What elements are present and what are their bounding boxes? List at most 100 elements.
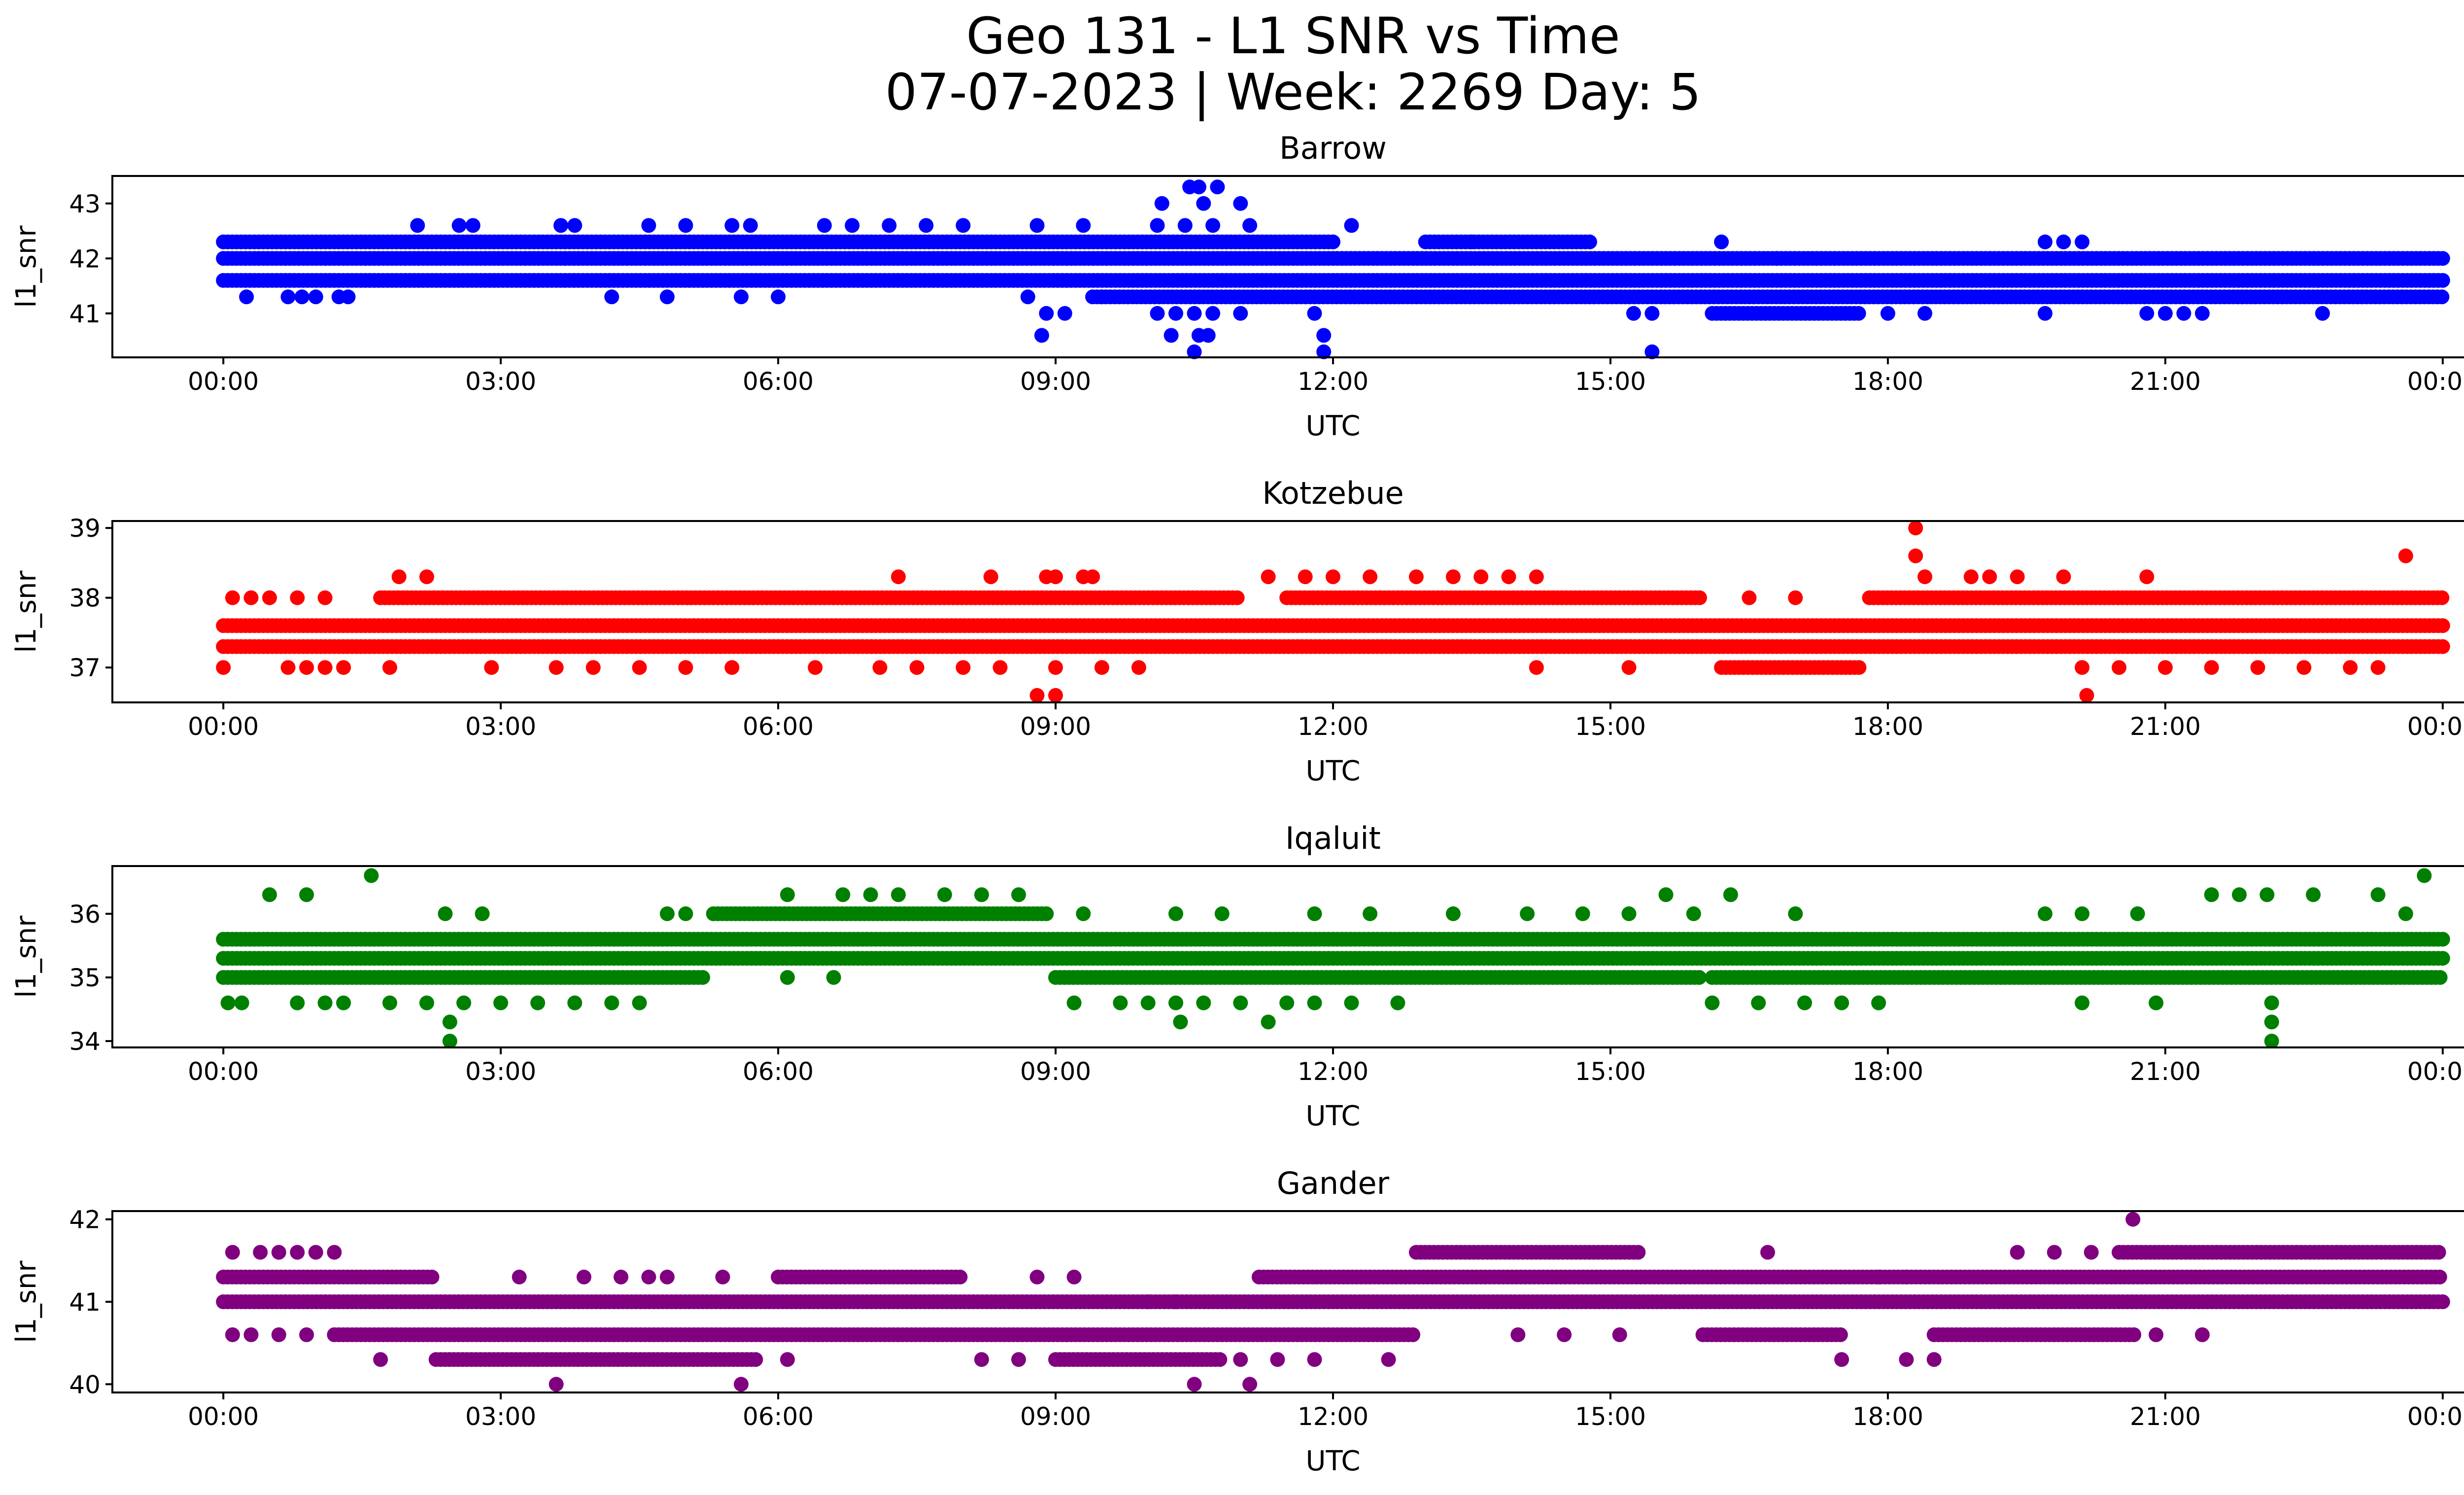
subplot-title: Iqaluit [1285, 820, 1381, 856]
y-tick-label: 35 [69, 964, 101, 992]
data-point [1631, 1245, 1646, 1260]
data-point [2398, 906, 2413, 921]
x-tick-label: 00:00 [188, 1057, 259, 1086]
x-tick-label: 12:00 [1298, 712, 1369, 741]
data-point [567, 218, 582, 233]
data-point [1076, 906, 1091, 921]
data-point [317, 590, 333, 605]
data-point [992, 660, 1008, 675]
data-point [1113, 995, 1128, 1010]
data-point [2037, 906, 2053, 921]
data-point [262, 590, 277, 605]
data-point [1076, 218, 1091, 233]
x-tick-label: 03:00 [465, 712, 536, 741]
data-point [1644, 344, 1660, 359]
data-point [1751, 995, 1766, 1010]
y-tick-label: 34 [69, 1027, 101, 1056]
data-point [2232, 887, 2247, 903]
data-point [1363, 569, 1378, 585]
data-point [2149, 995, 2164, 1010]
data-point [336, 995, 351, 1010]
data-point [2194, 306, 2210, 321]
x-tick-label: 18:00 [1852, 367, 1923, 396]
data-point [451, 218, 467, 233]
data-point [891, 887, 906, 903]
data-point [1279, 995, 1295, 1010]
data-point [442, 1014, 457, 1030]
data-point [1316, 328, 1332, 343]
data-point [1191, 179, 1206, 195]
data-point [2264, 995, 2279, 1010]
data-point [220, 995, 236, 1010]
x-tick-label: 00:00 [188, 712, 259, 741]
figure-title-line-1: Geo 131 - L1 SNR vs Time [966, 7, 1620, 66]
data-point [382, 660, 397, 675]
data-point [1261, 569, 1276, 585]
data-point [1834, 995, 1849, 1010]
data-point [2435, 618, 2450, 633]
data-point [891, 569, 906, 585]
x-tick-label: 06:00 [743, 1057, 814, 1086]
data-point [2264, 1014, 2279, 1030]
data-point [724, 660, 740, 675]
data-point [1039, 906, 1054, 921]
x-tick-label: 15:00 [1575, 367, 1646, 396]
data-point [336, 660, 351, 675]
data-point [1173, 1014, 1188, 1030]
data-point [1692, 970, 1707, 985]
plot-frame [111, 175, 2464, 358]
data-point [382, 995, 397, 1010]
data-point [1307, 906, 1322, 921]
x-tick-label: 09:00 [1020, 712, 1091, 741]
data-point [1168, 995, 1183, 1010]
data-point [1196, 995, 1211, 1010]
data-point [2306, 887, 2321, 903]
data-point [299, 887, 314, 903]
subplot-kotzebue: Kotzebue 00:00 03:00 06:00 09:00 12:00 15:00 1… [10, 475, 2464, 787]
data-point [308, 289, 323, 305]
data-point [817, 218, 832, 233]
data-point [1908, 548, 1923, 563]
data-point [2435, 639, 2450, 654]
data-point [456, 995, 472, 1010]
data-point [216, 660, 231, 675]
data-point [475, 906, 490, 921]
data-point [956, 218, 971, 233]
data-point [771, 289, 786, 305]
data-point [678, 218, 693, 233]
x-axis-label: UTC [1305, 1100, 1360, 1132]
data-point [1575, 906, 1590, 921]
x-tick-label: 00:00 [2407, 712, 2464, 741]
data-point [919, 218, 934, 233]
data-point [641, 218, 656, 233]
data-point [1210, 179, 1225, 195]
y-tick-label: 43 [69, 190, 101, 218]
data-point [2056, 234, 2071, 249]
data-point [2075, 995, 2089, 1010]
data-point [1029, 218, 1045, 233]
data-point [2157, 660, 2173, 675]
data-point [341, 289, 356, 305]
data-point [1908, 521, 1923, 536]
data-point [2434, 590, 2450, 605]
data-point [262, 887, 277, 903]
data-point [734, 289, 749, 305]
x-tick-label: 21:00 [2130, 712, 2201, 741]
data-point [1769, 251, 1784, 266]
data-point [2157, 306, 2173, 321]
data-point [659, 906, 675, 921]
data-point [1140, 995, 1156, 1010]
figure-title-line-2: 07-07-2023 | Week: 2269 Day: 5 [885, 63, 1701, 122]
data-point [1473, 569, 1489, 585]
data-point [2370, 660, 2386, 675]
data-point [1307, 306, 1322, 321]
subplot-gander: Gander 00:00 03:00 06:00 09:00 12:00 15:00 18:… [10, 1165, 2464, 1477]
y-axis-label: l1_snr [10, 570, 42, 653]
x-tick-label: 21:00 [2130, 367, 2201, 396]
data-point [1187, 306, 1202, 321]
x-tick-label: 12:00 [1298, 367, 1369, 396]
data-point [2075, 234, 2089, 249]
data-point [1307, 995, 1322, 1010]
